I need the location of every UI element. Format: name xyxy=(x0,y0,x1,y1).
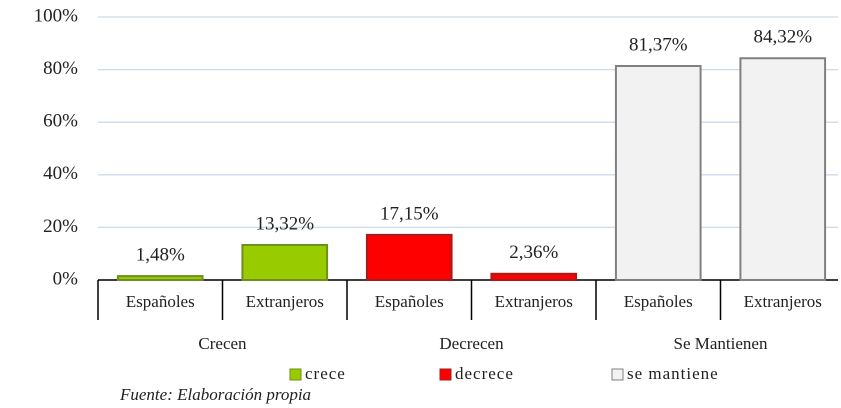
group-label: Decrecen xyxy=(439,334,504,353)
group-label: Se Mantienen xyxy=(674,334,768,353)
value-label: 1,48% xyxy=(136,244,185,265)
bar xyxy=(241,243,329,281)
x-tick-label: Españoles xyxy=(624,292,693,311)
legend-label: decrece xyxy=(455,364,514,383)
value-label: 81,37% xyxy=(629,34,688,55)
y-tick-label: 20% xyxy=(43,216,78,237)
source-note: Fuente: Elaboración propia xyxy=(119,385,311,404)
legend-swatch xyxy=(439,368,452,381)
legend-swatch xyxy=(611,368,624,381)
legend-swatch xyxy=(289,368,302,381)
legend-label: crece xyxy=(305,364,346,383)
y-tick-label: 80% xyxy=(43,58,78,79)
x-tick-label: Extranjeros xyxy=(495,292,573,311)
x-tick-label: Españoles xyxy=(126,292,195,311)
x-tick-label: Extranjeros xyxy=(744,292,822,311)
group-label: Crecen xyxy=(198,334,247,353)
value-label: 13,32% xyxy=(255,213,314,234)
legend-label: se mantiene xyxy=(627,364,719,383)
y-tick-label: 100% xyxy=(34,5,79,26)
y-tick-label: 40% xyxy=(43,163,78,184)
bar xyxy=(365,233,453,281)
value-label: 17,15% xyxy=(380,203,439,224)
bar xyxy=(490,272,578,282)
x-tick-label: Españoles xyxy=(375,292,444,311)
y-tick-label: 0% xyxy=(53,268,79,289)
bar xyxy=(116,275,204,282)
value-label: 84,32% xyxy=(753,27,812,48)
bar xyxy=(739,57,827,281)
value-label: 2,36% xyxy=(509,242,558,263)
x-tick-label: Extranjeros xyxy=(246,292,324,311)
y-tick-label: 60% xyxy=(43,111,78,132)
bar xyxy=(614,64,702,281)
